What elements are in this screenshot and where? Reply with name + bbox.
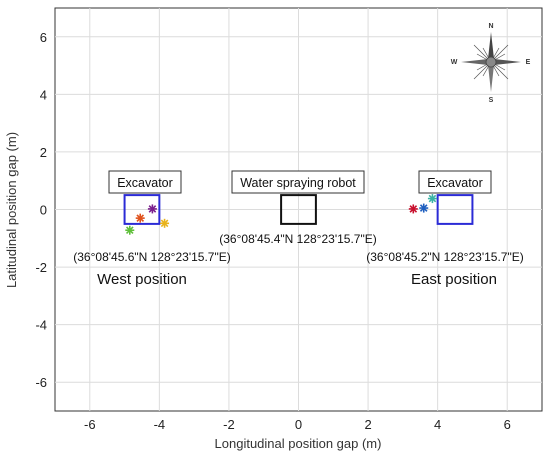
east-excavator-area — [436, 194, 474, 225]
center-label-box — [231, 170, 365, 194]
grid-lines — [55, 8, 542, 411]
y-tick-label-2: -2 — [35, 260, 47, 275]
east-label-box — [418, 170, 492, 194]
robot-area — [280, 194, 317, 225]
marker-4 — [408, 204, 418, 214]
x-axis-title: Longitudinal position gap (m) — [215, 436, 382, 451]
y-tick-label-6: 6 — [40, 30, 47, 45]
x-tick-label-5: 4 — [434, 417, 441, 432]
data-markers — [125, 194, 437, 235]
y-tick-label-4: 2 — [40, 145, 47, 160]
y-tick-labels: -6 -4 -2 0 2 4 6 — [35, 30, 47, 390]
west-label-box — [108, 170, 182, 194]
west-excavator-label: Excavator — [117, 176, 173, 190]
x-tick-label-3: 0 — [295, 417, 302, 432]
y-tick-label-1: -4 — [35, 318, 47, 333]
robot-label: Water spraying robot — [240, 176, 356, 190]
marker-2 — [147, 204, 157, 214]
x-tick-labels: -6 -4 -2 0 2 4 6 — [84, 417, 511, 432]
compass-west: W — [451, 59, 458, 66]
compass-rose-icon: N S E W — [451, 23, 531, 104]
marker-5 — [419, 203, 429, 213]
marker-6 — [427, 194, 437, 204]
area-rectangles — [123, 194, 474, 225]
west-excavator-area — [123, 194, 161, 225]
y-axis-title: Latitudinal position gap (m) — [4, 132, 19, 288]
east-excavator-label: Excavator — [427, 176, 483, 190]
x-tick-label-0: -6 — [84, 417, 96, 432]
compass-north: N — [488, 23, 493, 30]
west-coordinate-label: (36°08'45.6"N 128°23'15.7"E) — [73, 250, 230, 264]
west-position-label: West position — [97, 271, 187, 288]
y-tick-label-3: 0 — [40, 203, 47, 218]
marker-3 — [160, 218, 170, 228]
x-tick-label-4: 2 — [364, 417, 371, 432]
east-position-label: East position — [411, 271, 497, 288]
x-tick-label-6: 6 — [504, 417, 511, 432]
x-tick-label-1: -4 — [154, 417, 166, 432]
compass-east: E — [526, 59, 531, 66]
compass-south: S — [489, 97, 494, 104]
marker-0 — [125, 225, 135, 235]
y-tick-label-5: 4 — [40, 87, 47, 102]
center-coordinate-label: (36°08'45.4"N 128°23'15.7"E) — [219, 232, 376, 246]
east-coordinate-label: (36°08'45.2"N 128°23'15.7"E) — [366, 250, 523, 264]
marker-1 — [135, 213, 145, 223]
y-tick-label-0: -6 — [35, 375, 47, 390]
x-tick-label-2: -2 — [223, 417, 235, 432]
